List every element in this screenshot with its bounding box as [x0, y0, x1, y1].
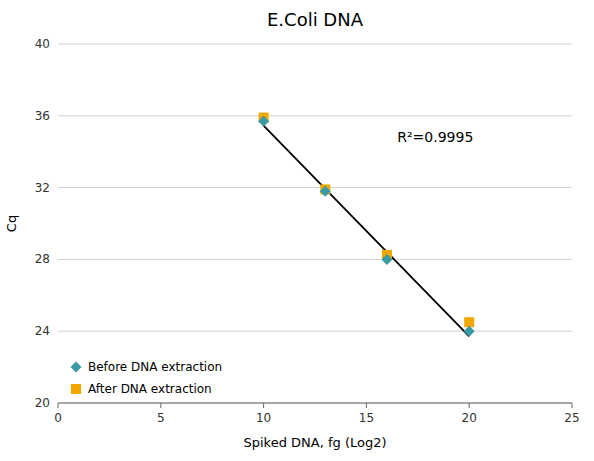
x-tick-label: 10: [256, 411, 271, 425]
grid-line: [58, 403, 572, 404]
y-tick-label: 24: [35, 324, 50, 338]
x-tick-label: 0: [54, 411, 62, 425]
legend-swatch: [71, 362, 82, 373]
x-tick: [58, 403, 59, 408]
point: [258, 116, 269, 127]
point: [320, 186, 331, 197]
grid: [58, 44, 572, 403]
grid-line: [58, 259, 572, 260]
point: [464, 326, 475, 337]
y-tick-label: 36: [35, 109, 50, 123]
x-tick-label: 15: [359, 411, 374, 425]
x-tick: [469, 403, 470, 408]
legend: Before DNA extraction After DNA extractio…: [71, 360, 223, 396]
annotation: R²=0.9995: [397, 129, 473, 145]
x-tick-label: 25: [564, 411, 579, 425]
legend-label: Before DNA extraction: [88, 360, 222, 374]
chart: 20 24 28 32 36 40 0 5 10 15 20 25 R²=0.9995 E.Coli DN…: [0, 0, 594, 461]
trend-line: [264, 126, 470, 337]
legend-swatch: [71, 384, 81, 394]
x-axis-line: [58, 403, 572, 404]
y-tick-label: 20: [35, 396, 50, 410]
y-tick-label: 32: [35, 181, 50, 195]
title: E.Coli DNA: [267, 9, 364, 30]
x-tick-label: 5: [157, 411, 165, 425]
x-tick: [572, 403, 573, 408]
y-tick-label: 40: [35, 37, 50, 51]
grid-line: [58, 44, 572, 45]
grid-line: [58, 331, 572, 332]
x-tick-label: 20: [462, 411, 477, 425]
grid-line: [58, 115, 572, 116]
x-tick: [160, 403, 161, 408]
legend-label: After DNA extraction: [88, 382, 212, 396]
x-axis-label: Spiked DNA, fg (Log2): [243, 435, 386, 450]
chart-container: 20 24 28 32 36 40 0 5 10 15 20 25 R²=0.9995 E.Coli DN…: [0, 0, 594, 461]
point: [381, 254, 392, 265]
x-tick: [366, 403, 367, 408]
x-axis: 0 5 10 15 20 25: [54, 403, 579, 425]
grid-line: [58, 187, 572, 188]
marks: [258, 113, 475, 337]
y-tick-label: 28: [35, 252, 50, 266]
y-axis-label: Cq: [4, 215, 19, 232]
x-tick: [263, 403, 264, 408]
